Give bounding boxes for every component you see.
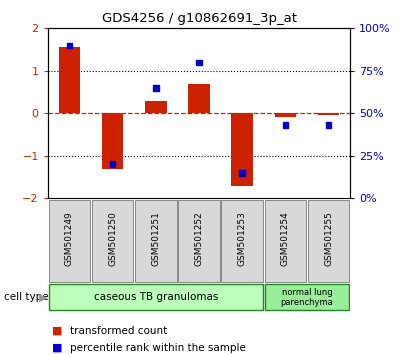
Bar xyxy=(135,200,177,281)
Text: GSM501251: GSM501251 xyxy=(151,212,160,267)
Bar xyxy=(308,200,349,281)
Text: normal lung
parenchyma: normal lung parenchyma xyxy=(281,288,334,307)
Text: GSM501249: GSM501249 xyxy=(65,212,74,267)
Bar xyxy=(265,200,306,281)
Bar xyxy=(283,122,288,128)
Text: ▶: ▶ xyxy=(39,292,47,302)
Text: GSM501252: GSM501252 xyxy=(195,212,203,267)
Bar xyxy=(188,84,210,113)
Text: cell type: cell type xyxy=(4,292,49,302)
Bar xyxy=(318,113,339,115)
Bar xyxy=(49,284,263,310)
Text: percentile rank within the sample: percentile rank within the sample xyxy=(70,343,246,353)
Bar xyxy=(178,200,220,281)
Text: GSM501254: GSM501254 xyxy=(281,212,290,267)
Bar xyxy=(59,47,80,113)
Bar xyxy=(231,113,253,186)
Bar xyxy=(49,200,90,281)
Bar xyxy=(326,122,332,128)
Text: GDS4256 / g10862691_3p_at: GDS4256 / g10862691_3p_at xyxy=(101,12,297,25)
Text: GSM501255: GSM501255 xyxy=(324,212,333,267)
Bar xyxy=(145,101,167,113)
Bar xyxy=(265,284,349,310)
Text: GSM501253: GSM501253 xyxy=(238,212,247,267)
Bar xyxy=(66,42,72,48)
Text: ■: ■ xyxy=(52,343,62,353)
Text: GSM501250: GSM501250 xyxy=(108,212,117,267)
Bar xyxy=(92,200,133,281)
Bar xyxy=(153,85,158,91)
Bar xyxy=(275,113,296,117)
Bar xyxy=(240,170,245,176)
Text: ■: ■ xyxy=(52,326,62,336)
Bar xyxy=(221,200,263,281)
Bar xyxy=(196,59,202,65)
Bar xyxy=(102,113,123,169)
Text: caseous TB granulomas: caseous TB granulomas xyxy=(94,292,218,302)
Text: transformed count: transformed count xyxy=(70,326,167,336)
Bar xyxy=(110,161,115,167)
